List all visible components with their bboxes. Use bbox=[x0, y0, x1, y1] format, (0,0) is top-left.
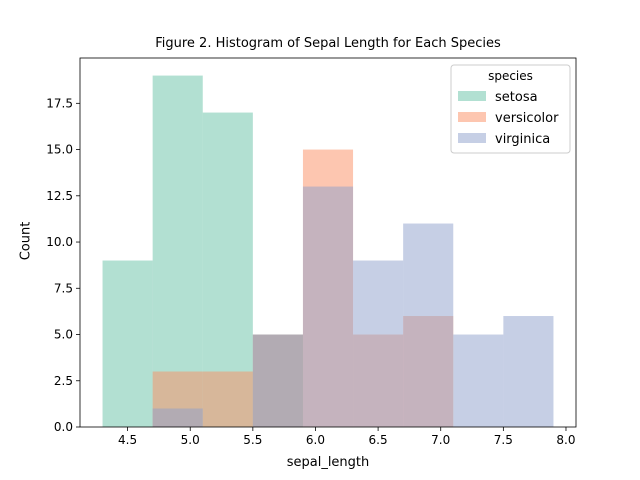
y-tick-label: 17.5 bbox=[46, 96, 73, 110]
chart-title: Figure 2. Histogram of Sepal Length for … bbox=[155, 36, 501, 51]
legend-box bbox=[450, 64, 571, 154]
y-tick-label: 7.5 bbox=[54, 281, 73, 295]
legend-swatch-setosa bbox=[458, 91, 486, 101]
x-tick-label: 6.5 bbox=[369, 433, 388, 447]
bar-setosa bbox=[152, 75, 203, 428]
y-tick-label: 12.5 bbox=[46, 189, 73, 203]
legend-title: species bbox=[488, 69, 533, 83]
x-tick-label: 5.0 bbox=[181, 433, 200, 447]
y-axis-label: Count bbox=[18, 221, 34, 261]
bar-setosa bbox=[102, 260, 153, 427]
y-tick-label: 0.0 bbox=[54, 420, 73, 434]
legend-swatch-versicolor bbox=[458, 112, 486, 122]
y-tick-label: 15.0 bbox=[46, 143, 73, 157]
legend-swatch-virginica bbox=[458, 133, 486, 143]
legend-label-setosa: setosa bbox=[495, 90, 538, 105]
bar-virginica bbox=[453, 334, 504, 427]
legend-label-versicolor: versicolor bbox=[495, 111, 559, 126]
legend-label-virginica: virginica bbox=[495, 132, 550, 147]
bar-virginica bbox=[353, 260, 404, 427]
x-tick-label: 7.0 bbox=[431, 433, 450, 447]
x-tick-label: 5.5 bbox=[243, 433, 262, 447]
y-tick-label: 2.5 bbox=[54, 374, 73, 388]
axes-frame bbox=[79, 57, 577, 428]
y-tick-label: 5.0 bbox=[54, 328, 73, 342]
bar-virginica bbox=[503, 316, 554, 427]
bar-virginica bbox=[302, 186, 354, 427]
bar-virginica bbox=[252, 334, 303, 427]
x-tick-label: 7.5 bbox=[494, 433, 513, 447]
bar-versicolor bbox=[202, 371, 253, 427]
x-tick-label: 6.0 bbox=[306, 433, 325, 447]
x-tick-label: 8.0 bbox=[556, 433, 575, 447]
bar-virginica bbox=[403, 223, 454, 427]
y-tick-label: 10.0 bbox=[46, 235, 73, 249]
x-tick-label: 4.5 bbox=[118, 433, 137, 447]
bar-virginica bbox=[152, 408, 203, 427]
x-axis-label: sepal_length bbox=[286, 455, 370, 470]
